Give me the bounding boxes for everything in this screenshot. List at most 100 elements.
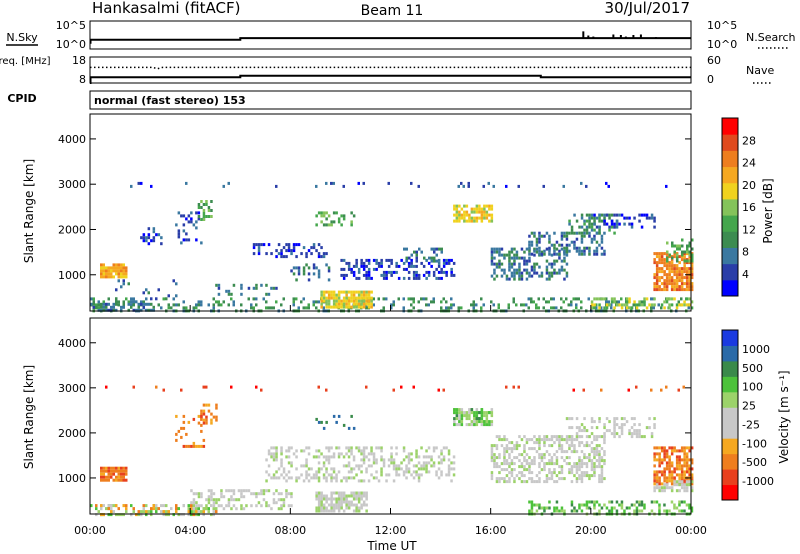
range-gate-cell	[688, 279, 691, 283]
range-gate-cell	[315, 476, 318, 480]
range-gate-cell	[252, 286, 256, 290]
range-gate-cell	[312, 243, 316, 247]
range-gate-cell	[545, 462, 549, 466]
range-gate-cell	[117, 269, 120, 273]
range-gate-cell	[613, 213, 616, 217]
range-gate-cell	[407, 264, 411, 268]
range-gate-cell	[512, 297, 515, 301]
range-gate-cell	[145, 288, 148, 292]
range-gate-cell	[503, 450, 506, 454]
range-gate-cell	[553, 468, 556, 472]
range-gate-cell	[102, 300, 105, 304]
range-gate-cell	[195, 504, 198, 508]
range-gate-cell	[500, 268, 504, 272]
range-gate-cell	[508, 268, 511, 272]
range-gate-cell	[307, 467, 311, 471]
range-gate-cell	[342, 184, 345, 188]
range-gate-cell	[683, 461, 686, 465]
range-gate-cell	[483, 207, 486, 211]
range-gate-cell	[362, 305, 366, 309]
range-gate-cell	[232, 283, 236, 287]
nave-tick-top: 60	[707, 54, 721, 67]
range-gate-cell	[573, 506, 576, 510]
range-gate-cell	[595, 426, 599, 430]
range-gate-cell	[548, 468, 551, 472]
range-gate-cell	[267, 452, 271, 456]
range-gate-cell	[568, 471, 571, 475]
range-gate-cell	[142, 300, 145, 304]
range-gate-cell	[317, 420, 321, 424]
range-gate-cell	[538, 480, 541, 484]
range-gate-cell	[588, 435, 591, 439]
range-gate-cell	[212, 306, 215, 310]
range-gate-cell	[412, 470, 416, 474]
range-gate-cell	[595, 459, 599, 463]
range-gate-cell	[292, 266, 296, 270]
range-gate-cell	[332, 452, 336, 456]
range-gate-cell	[115, 269, 118, 273]
range-gate-cell	[215, 510, 218, 514]
range-gate-cell	[528, 456, 531, 460]
range-gate-cell	[360, 449, 363, 453]
range-gate-cell	[665, 273, 669, 277]
range-gate-cell	[260, 489, 263, 493]
range-gate-cell	[362, 455, 366, 459]
range-gate-cell	[543, 456, 546, 460]
range-gate-cell	[565, 246, 569, 250]
range-gate-cell	[115, 266, 118, 270]
range-gate-cell	[638, 432, 641, 436]
range-gate-cell	[688, 253, 691, 257]
range-gate-cell	[312, 473, 316, 477]
range-gate-cell	[287, 492, 291, 496]
range-gate-cell	[302, 449, 306, 453]
range-gate-cell	[533, 459, 536, 463]
range-gate-cell	[658, 279, 661, 283]
range-gate-cell	[488, 219, 491, 223]
range-gate-cell	[397, 264, 401, 268]
range-gate-cell	[427, 303, 430, 307]
range-gate-cell	[280, 498, 283, 502]
range-gate-cell	[498, 265, 501, 269]
range-gate-cell	[675, 480, 679, 484]
range-gate-cell	[538, 249, 541, 253]
range-gate-cell	[232, 492, 236, 496]
velocity-scatter-cells	[90, 385, 694, 517]
range-gate-cell	[598, 219, 601, 223]
range-gate-cell	[102, 472, 105, 476]
range-gate-cell	[603, 219, 606, 223]
range-gate-cell	[280, 452, 283, 456]
range-gate-cell	[533, 268, 536, 272]
range-gate-cell	[280, 303, 283, 307]
range-gate-cell	[660, 303, 664, 307]
range-gate-cell	[640, 300, 643, 304]
range-gate-cell	[490, 459, 494, 463]
range-gate-cell	[585, 435, 589, 439]
range-gate-cell	[320, 246, 323, 250]
range-gate-cell	[505, 253, 509, 257]
range-gate-cell	[337, 305, 341, 309]
range-gate-cell	[555, 462, 559, 466]
range-gate-cell	[630, 426, 634, 430]
range-gate-cell	[568, 222, 571, 226]
range-gate-cell	[658, 486, 661, 490]
range-gate-cell	[330, 455, 333, 459]
range-gate-cell	[245, 504, 248, 508]
range-gate-cell	[122, 275, 125, 279]
range-gate-cell	[125, 478, 128, 482]
range-gate-cell	[605, 429, 609, 433]
range-gate-cell	[270, 476, 273, 480]
range-gate-cell	[570, 228, 574, 232]
range-gate-cell	[568, 243, 571, 247]
range-gate-cell	[690, 276, 694, 280]
range-gate-cell	[578, 456, 581, 460]
range-gate-cell	[610, 306, 613, 310]
range-gate-cell	[548, 237, 551, 241]
range-gate-cell	[590, 468, 594, 472]
range-gate-cell	[402, 446, 406, 450]
range-gate-cell	[663, 458, 666, 462]
range-gate-cell	[618, 435, 621, 439]
range-gate-cell	[560, 450, 564, 454]
range-gate-cell	[490, 300, 493, 304]
range-gate-cell	[202, 438, 206, 442]
range-gate-cell	[295, 449, 298, 453]
